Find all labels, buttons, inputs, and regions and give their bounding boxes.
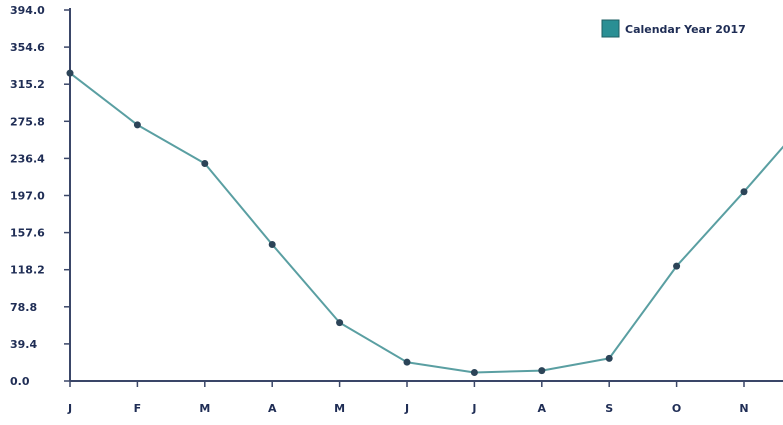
x-tick-label: O — [672, 402, 681, 415]
legend-label: Calendar Year 2017 — [625, 23, 746, 36]
y-tick-label: 236.4 — [10, 152, 45, 165]
y-axis-ticks: 0.0 39.4 78.8 118.2 157.6 197.0 236.4 275.8 315.… — [10, 4, 70, 388]
series-line — [70, 73, 783, 372]
data-point — [201, 160, 208, 167]
y-tick-label: 394.0 — [10, 4, 45, 17]
x-axis-ticks: JFMAMJJASOND — [67, 381, 783, 415]
data-point — [673, 263, 680, 270]
data-point — [538, 367, 545, 374]
x-tick-label: S — [605, 402, 613, 415]
axes — [70, 8, 783, 381]
x-tick-label: M — [334, 402, 345, 415]
x-tick-label: F — [134, 402, 142, 415]
y-tick-label: 354.6 — [10, 41, 45, 54]
data-point — [336, 319, 343, 326]
data-point — [404, 359, 411, 366]
y-tick-label: 39.4 — [10, 338, 37, 351]
data-point — [269, 241, 276, 248]
y-tick-label: 197.0 — [10, 190, 45, 203]
x-tick-label: M — [199, 402, 210, 415]
y-tick-label: 78.8 — [10, 301, 37, 314]
series-layer — [67, 70, 783, 376]
x-tick-label: J — [471, 402, 476, 415]
legend-swatch — [602, 20, 619, 37]
x-tick-label: N — [739, 402, 748, 415]
x-tick-label: A — [268, 402, 277, 415]
data-point — [67, 70, 74, 77]
data-point — [606, 355, 613, 362]
data-point — [471, 369, 478, 376]
data-point — [741, 188, 748, 195]
y-tick-label: 118.2 — [10, 264, 45, 277]
x-tick-label: J — [67, 402, 72, 415]
x-tick-label: A — [538, 402, 547, 415]
y-tick-label: 0.0 — [10, 375, 30, 388]
x-tick-label: J — [404, 402, 409, 415]
y-tick-label: 275.8 — [10, 115, 45, 128]
y-tick-label: 315.2 — [10, 78, 45, 91]
data-point — [134, 121, 141, 128]
y-tick-label: 157.6 — [10, 227, 45, 240]
legend: Calendar Year 2017 — [602, 20, 746, 37]
